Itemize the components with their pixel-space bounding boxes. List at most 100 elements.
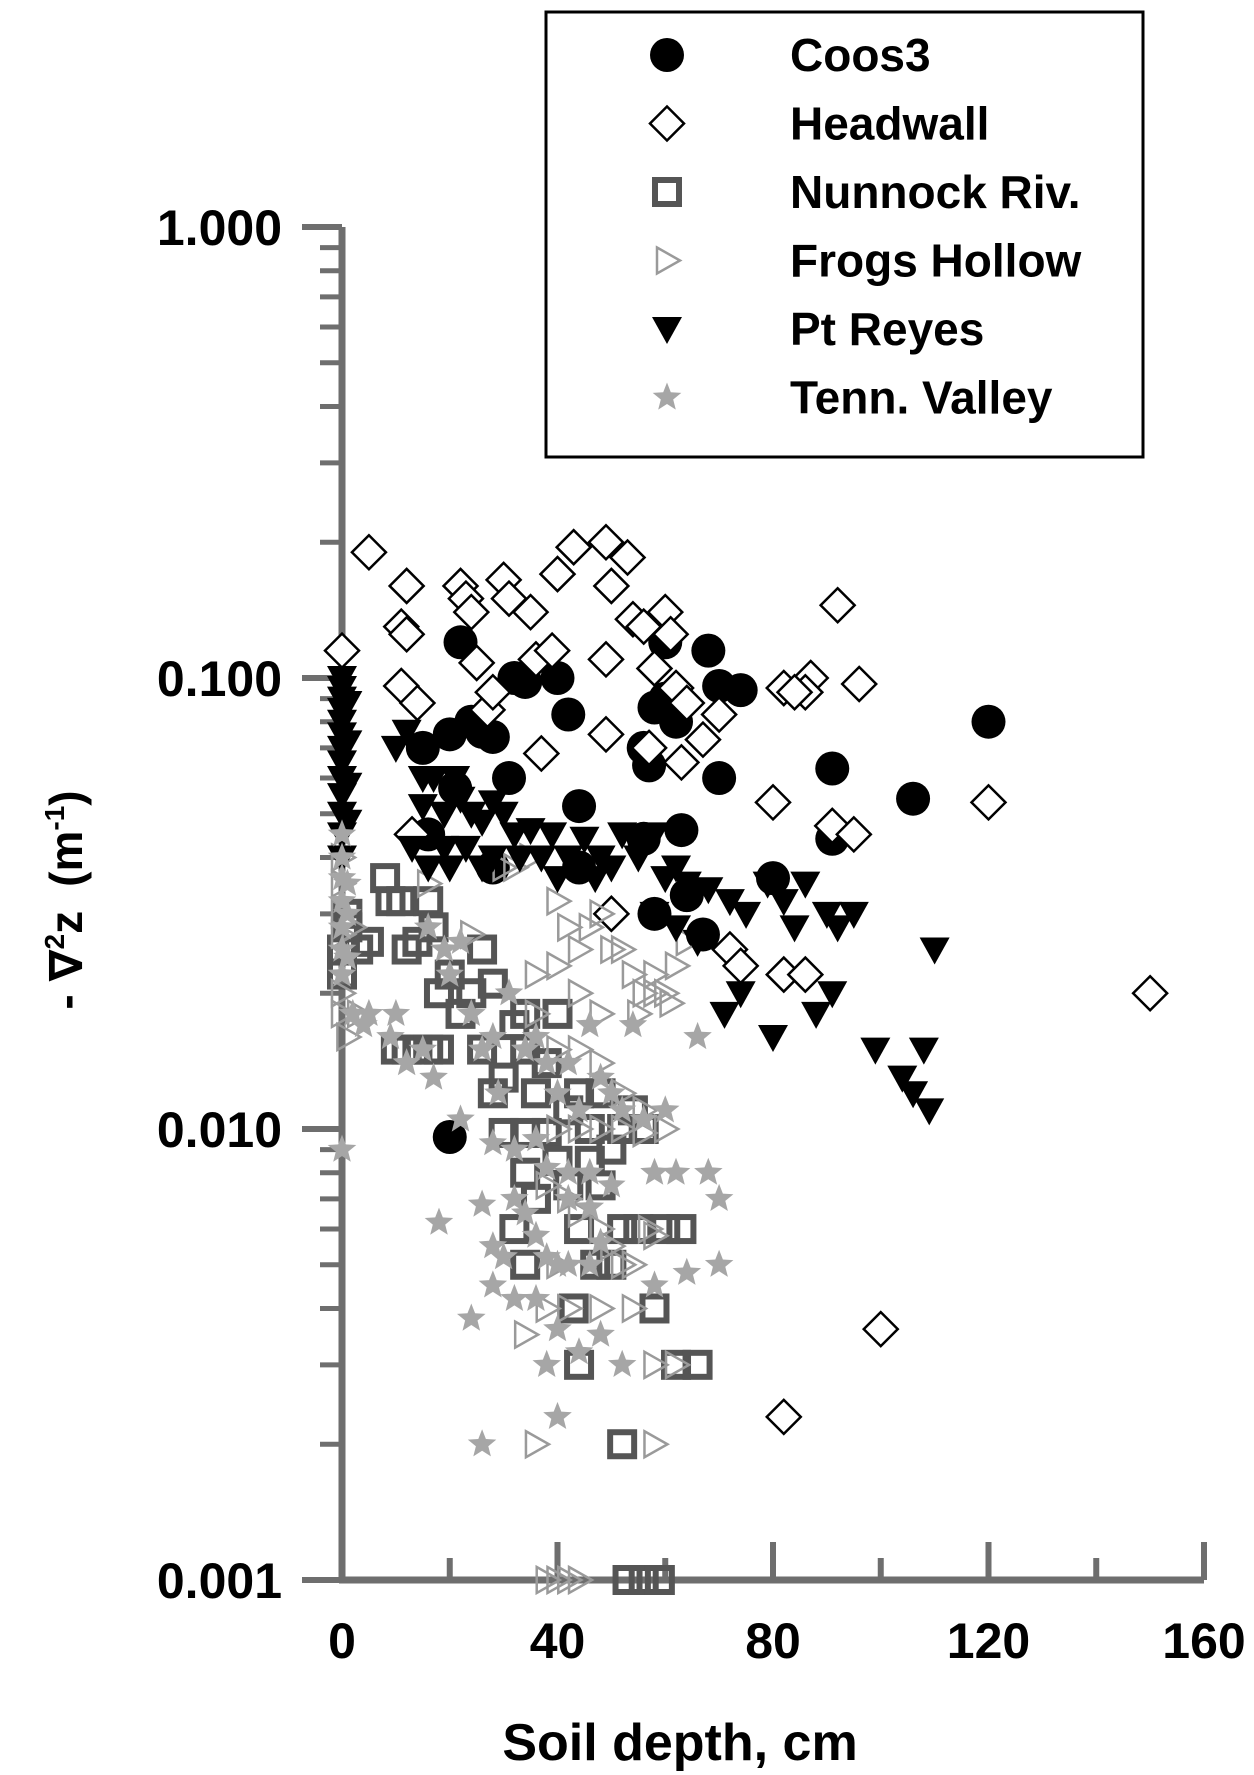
data-point <box>546 1113 574 1145</box>
data-point <box>662 743 701 782</box>
data-point <box>612 1565 643 1595</box>
data-point <box>896 781 931 816</box>
legend-box <box>544 10 1145 459</box>
data-point <box>567 1034 595 1065</box>
data-point <box>811 901 842 929</box>
data-point <box>608 538 647 577</box>
data-point <box>567 1113 595 1145</box>
data-point <box>327 1134 357 1162</box>
data-point <box>754 783 792 822</box>
data-point <box>424 1207 454 1235</box>
data-point <box>327 886 357 914</box>
data-point <box>786 955 825 994</box>
data-point <box>575 1010 605 1038</box>
legend-marker <box>650 38 684 72</box>
data-point <box>387 615 426 654</box>
data-point <box>709 1001 740 1029</box>
data-point <box>557 912 584 943</box>
data-point <box>629 1104 658 1132</box>
data-point <box>779 915 810 943</box>
data-point <box>596 855 627 883</box>
legend-label: Headwall <box>790 98 989 150</box>
data-point <box>971 704 1006 739</box>
data-point <box>521 1220 551 1248</box>
x-tick-label: 120 <box>947 1613 1030 1669</box>
data-point <box>589 898 617 929</box>
legend-marker <box>652 177 682 207</box>
data-point <box>664 1349 692 1380</box>
data-point <box>327 819 357 847</box>
legend-label: Tenn. Valley <box>790 372 1053 424</box>
data-point <box>521 1124 551 1152</box>
data-point <box>332 809 363 837</box>
data-point <box>520 1078 551 1109</box>
data-point <box>474 673 512 711</box>
data-point <box>446 926 475 954</box>
data-point <box>533 631 571 670</box>
data-point <box>546 1034 574 1065</box>
data-point <box>484 1078 513 1106</box>
legend-marker <box>655 245 683 276</box>
data-point <box>429 835 460 863</box>
data-point <box>607 1429 638 1460</box>
data-point <box>535 1293 563 1324</box>
data-point <box>639 901 670 929</box>
data-point <box>452 593 491 631</box>
data-point <box>336 1021 363 1053</box>
series-headwall <box>323 523 1169 1436</box>
data-point <box>654 1113 681 1145</box>
data-point <box>914 1098 945 1126</box>
data-point <box>575 1249 605 1277</box>
data-point <box>532 1048 561 1076</box>
data-point <box>592 567 631 605</box>
data-point <box>407 794 438 822</box>
data-point <box>538 555 577 593</box>
data-point <box>765 1398 803 1436</box>
data-point <box>643 1220 671 1251</box>
data-point <box>672 1257 702 1285</box>
data-point <box>587 715 625 754</box>
data-point <box>607 1095 637 1123</box>
data-point <box>332 730 363 758</box>
data-point <box>380 735 411 763</box>
data-point <box>338 998 367 1026</box>
data-point <box>644 1565 675 1595</box>
data-point <box>630 729 668 767</box>
data-point <box>569 826 600 854</box>
data-point <box>554 1249 583 1277</box>
data-point <box>494 978 524 1006</box>
data-point <box>790 871 821 899</box>
data-point <box>381 998 411 1026</box>
x-axis-label: Soil depth, cm <box>502 1714 857 1772</box>
data-point <box>540 661 575 695</box>
data-point <box>510 1034 540 1062</box>
data-point <box>668 684 706 722</box>
data-point <box>477 845 508 873</box>
data-point <box>510 1249 541 1280</box>
data-point <box>621 1249 649 1280</box>
data-point <box>432 717 467 752</box>
data-point <box>752 871 783 899</box>
data-point <box>623 845 654 873</box>
data-point <box>643 978 671 1009</box>
data-point <box>490 579 528 618</box>
data-point <box>694 1157 723 1185</box>
data-point <box>554 528 593 566</box>
data-point <box>542 998 573 1029</box>
data-point <box>430 934 459 962</box>
data-point <box>327 842 357 870</box>
legend-label: Nunnock Riv. <box>790 166 1081 218</box>
data-point <box>457 1303 486 1331</box>
data-point <box>553 845 584 873</box>
data-point <box>434 855 465 883</box>
data-point <box>898 1081 929 1109</box>
data-point <box>589 1293 617 1324</box>
data-point <box>618 1010 648 1038</box>
y-tick-label: 1.000 <box>157 200 282 256</box>
data-point <box>392 1048 421 1076</box>
data-point <box>693 877 724 905</box>
data-point <box>1131 974 1169 1013</box>
data-point <box>919 937 950 965</box>
data-point <box>353 926 384 957</box>
